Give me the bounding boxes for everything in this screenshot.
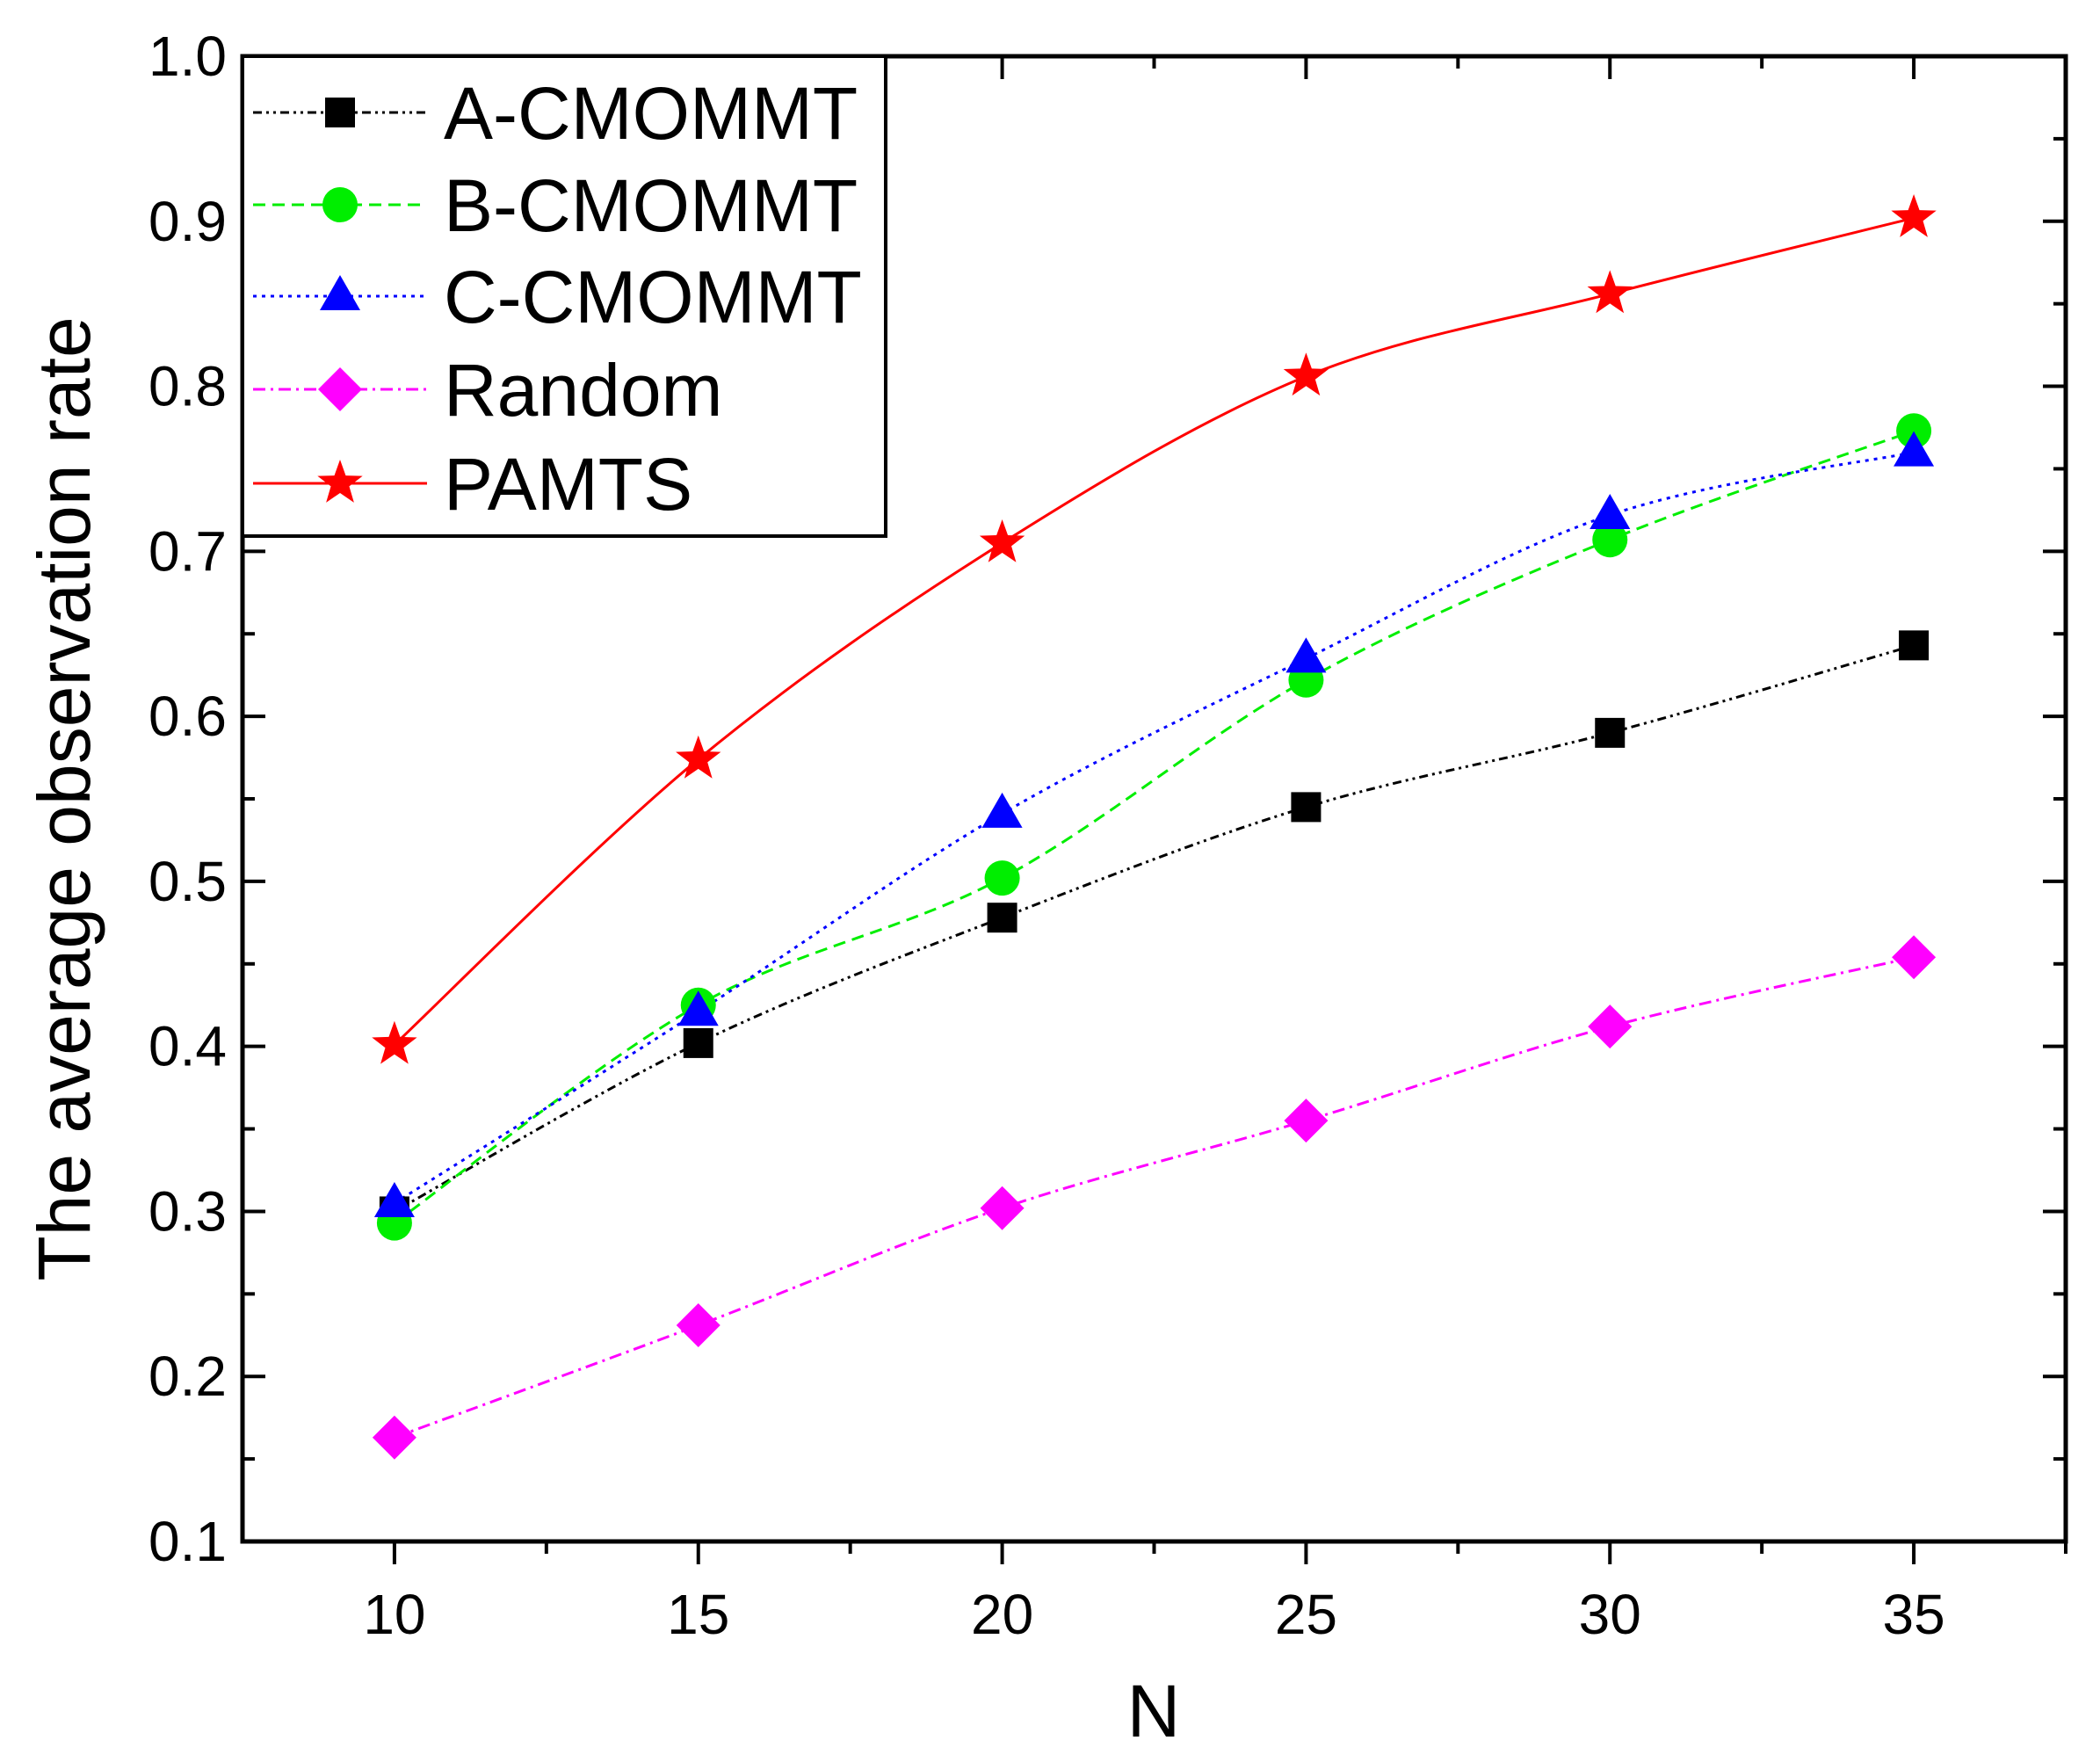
data-point-c-cmommt — [981, 792, 1023, 828]
y-tick-label: 0.2 — [148, 1345, 227, 1408]
data-point-c-cmommt — [1589, 494, 1631, 530]
y-tick-label: 0.8 — [148, 355, 227, 418]
data-point-random — [1284, 1099, 1329, 1143]
series-line-a-cmommt — [394, 643, 1915, 1213]
series-line-random — [394, 955, 1915, 1440]
legend-label-pamts: PAMTS — [444, 443, 692, 526]
x-tick-label: 30 — [1579, 1583, 1641, 1646]
data-point-random — [1892, 935, 1937, 980]
axes-ticks: 0.1 0.2 0.3 0.4 0.5 0.6 0.7 0.8 0.9 1.0 10 15 20 25 30… — [148, 25, 2067, 1646]
x-tick-label: 35 — [1882, 1583, 1944, 1646]
data-point-b-cmommt — [1896, 413, 1932, 449]
data-point-a-cmommt — [987, 903, 1017, 933]
y-tick-label: 1.0 — [148, 25, 227, 88]
data-point-pamts — [1587, 270, 1633, 314]
series-line-pamts — [393, 216, 1915, 1046]
plot-area-frame — [240, 54, 2068, 1544]
data-point-a-cmommt — [1291, 792, 1322, 823]
y-tick-label: 0.9 — [148, 190, 227, 253]
y-tick-label: 0.4 — [148, 1015, 227, 1078]
legend-marker-pamts — [317, 460, 363, 503]
data-point-random — [676, 1303, 721, 1348]
legend-marker-b-cmommt — [322, 187, 358, 222]
y-tick-label: 0.5 — [148, 850, 227, 913]
data-point-a-cmommt — [683, 1027, 713, 1058]
data-point-random — [372, 1415, 416, 1460]
data-point-pamts — [372, 1020, 417, 1064]
legend-label-c-cmommt: C-CMOMMT — [444, 256, 862, 338]
y-tick-label: 0.6 — [148, 685, 227, 748]
series-line-c-cmommt — [394, 451, 1915, 1205]
legend-marker-a-cmommt — [325, 98, 355, 127]
data-point-b-cmommt — [1592, 522, 1628, 558]
data-point-pamts — [979, 519, 1025, 562]
y-axis-title: The average observation rate — [23, 316, 105, 1280]
y-tick-label: 0.7 — [148, 519, 227, 583]
data-point-pamts — [1283, 352, 1329, 396]
x-tick-label: 10 — [363, 1583, 425, 1646]
legend-label-random: Random — [444, 349, 723, 431]
series-lines — [393, 216, 1915, 1440]
series-line-b-cmommt — [394, 429, 1915, 1224]
y-tick-label: 0.1 — [148, 1510, 227, 1573]
legend-label-b-cmommt: B-CMOMMT — [444, 164, 858, 247]
data-point-a-cmommt — [1595, 717, 1626, 748]
data-point-random — [980, 1186, 1025, 1230]
legend-marker-random — [318, 367, 362, 411]
data-point-c-cmommt — [677, 990, 719, 1026]
legend: A-CMOMMT B-CMOMMT C-CMOMMT Random PAMTS — [241, 54, 887, 538]
data-point-a-cmommt — [1899, 630, 1930, 661]
data-point-c-cmommt — [373, 1182, 415, 1218]
data-point-random — [1588, 1004, 1633, 1049]
x-axis-title: N — [1127, 1670, 1181, 1752]
data-point-pamts — [676, 735, 721, 779]
x-tick-label: 20 — [971, 1583, 1033, 1646]
x-tick-label: 15 — [667, 1583, 729, 1646]
y-tick-label: 0.3 — [148, 1179, 227, 1243]
data-point-pamts — [1891, 194, 1937, 237]
legend-marker-c-cmommt — [320, 275, 360, 310]
x-tick-label: 25 — [1275, 1583, 1337, 1646]
legend-label-a-cmommt: A-CMOMMT — [444, 72, 858, 155]
data-point-c-cmommt — [1894, 431, 1935, 467]
data-point-b-cmommt — [984, 860, 1020, 896]
series-markers — [372, 194, 1937, 1460]
data-point-c-cmommt — [1285, 637, 1327, 673]
